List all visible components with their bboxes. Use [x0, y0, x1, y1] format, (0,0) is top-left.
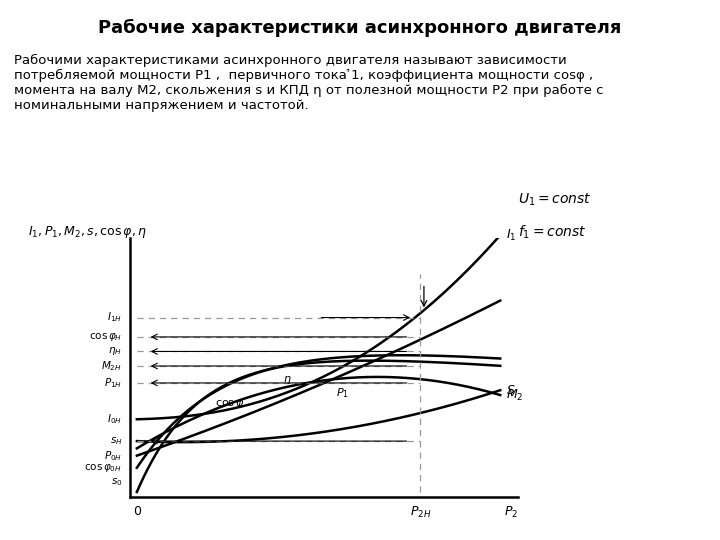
Text: $P_{2H}$: $P_{2H}$ [410, 505, 431, 521]
Text: $I_1,P_1,M_2,s,\cos\varphi,\eta$: $I_1,P_1,M_2,s,\cos\varphi,\eta$ [28, 224, 147, 240]
Text: $f_1 = const$: $f_1 = const$ [518, 224, 587, 241]
Text: $P_{1H}$: $P_{1H}$ [104, 376, 122, 390]
Text: $P_{0H}$: $P_{0H}$ [104, 449, 122, 463]
Text: Рабочие характеристики асинхронного двигателя: Рабочие характеристики асинхронного двиг… [99, 19, 621, 37]
Text: Рабочими характеристиками асинхронного двигателя называют зависимости
потребляем: Рабочими характеристиками асинхронного д… [14, 54, 604, 112]
Text: $s_H$: $s_H$ [109, 435, 122, 447]
Text: $P_2$: $P_2$ [504, 505, 518, 521]
Text: $U_1 = const$: $U_1 = const$ [518, 192, 592, 208]
Text: $I_{1H}$: $I_{1H}$ [107, 310, 122, 325]
Text: $\cos\varphi_{0H}$: $\cos\varphi_{0H}$ [84, 462, 122, 474]
Text: $\cos\varphi_H$: $\cos\varphi_H$ [89, 331, 122, 343]
Text: $M_{2H}$: $M_{2H}$ [102, 359, 122, 373]
Text: $M_2$: $M_2$ [505, 388, 523, 403]
Text: $P_1$: $P_1$ [336, 386, 349, 400]
Text: $S$: $S$ [505, 384, 516, 397]
Text: $s_0$: $s_0$ [111, 476, 122, 488]
Text: 0: 0 [133, 505, 141, 518]
Text: $\cos\varphi$: $\cos\varphi$ [215, 397, 245, 409]
Text: $\eta_H$: $\eta_H$ [109, 346, 122, 357]
Text: $I_{0H}$: $I_{0H}$ [107, 413, 122, 426]
Text: $\eta$: $\eta$ [283, 374, 292, 386]
Text: $I_1$: $I_1$ [505, 228, 516, 242]
